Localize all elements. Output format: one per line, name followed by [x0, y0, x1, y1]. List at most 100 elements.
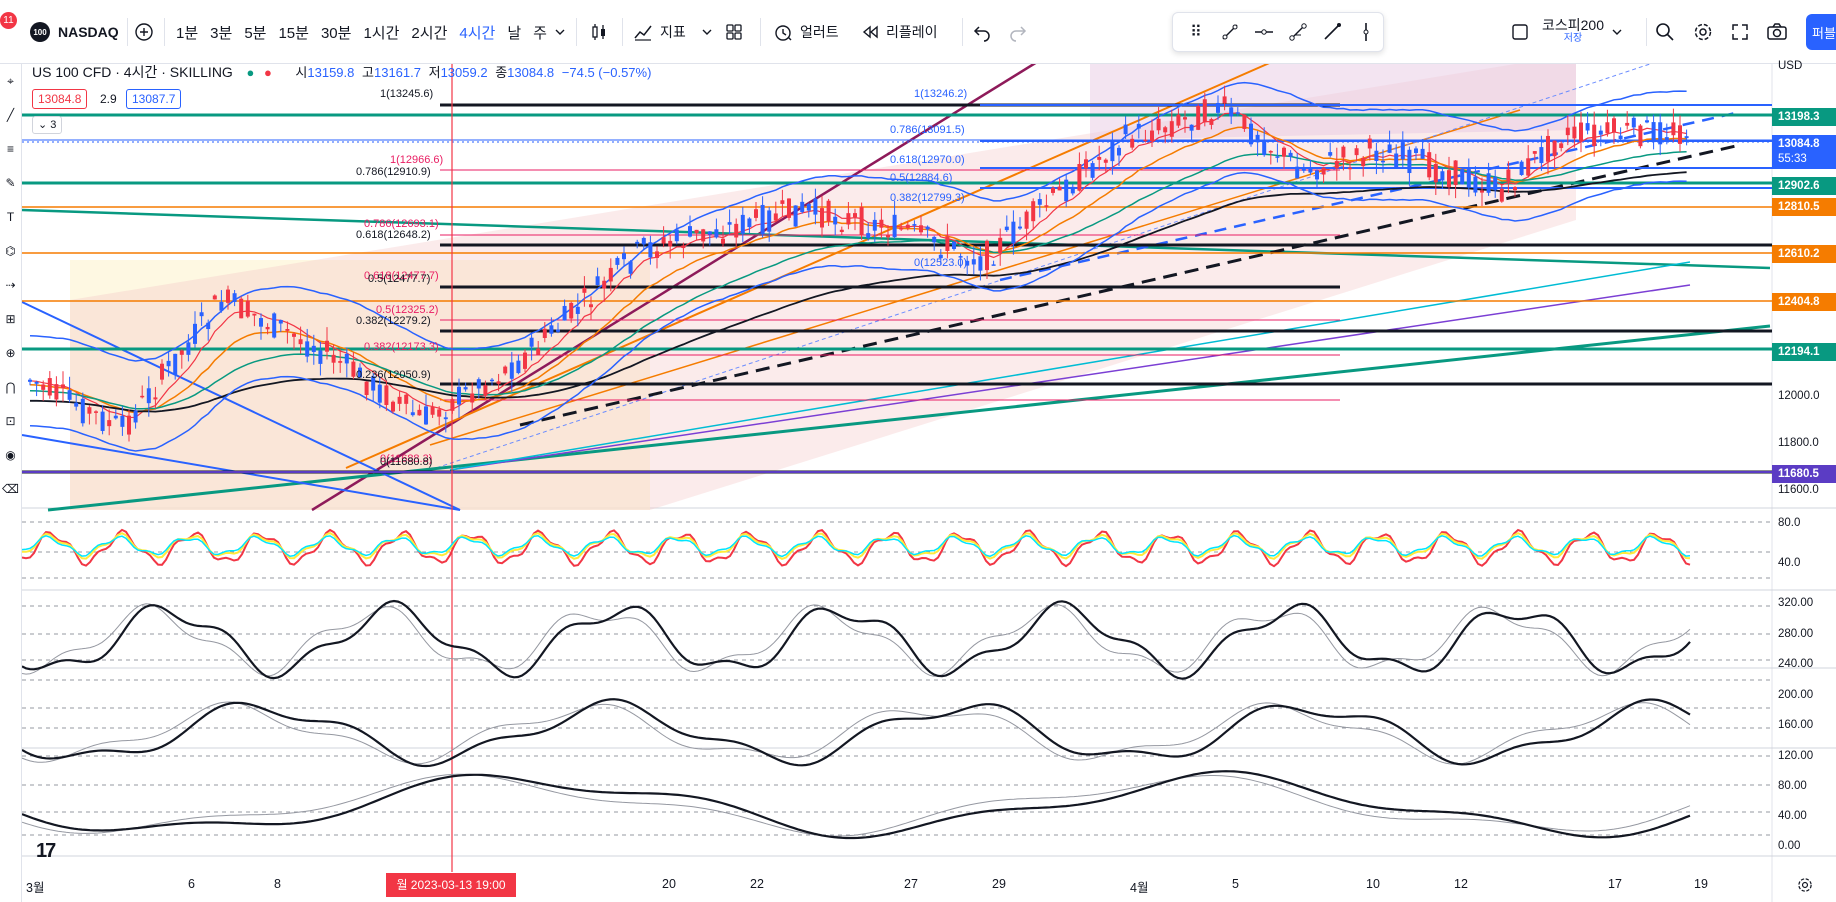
chevron-down-icon[interactable]	[553, 25, 567, 39]
candle-body	[1282, 147, 1286, 157]
candle-body	[1348, 167, 1352, 170]
candle-body	[476, 379, 481, 389]
fib-icon[interactable]: ≡	[6, 142, 14, 156]
horizontal-ray-icon[interactable]	[1247, 17, 1281, 47]
replay-button[interactable]: 리플레이	[860, 16, 938, 48]
timeframe-1m[interactable]: 1분	[176, 24, 199, 42]
low-value: 13059.2	[440, 65, 488, 80]
timeframe-1h[interactable]: 1시간	[363, 24, 400, 42]
forecast-icon[interactable]: ⇢	[5, 278, 16, 292]
price-tag: 12902.6	[1772, 177, 1836, 195]
publish-button[interactable]: 퍼블	[1806, 14, 1836, 50]
gear-icon	[1798, 878, 1812, 892]
candle-body	[470, 393, 475, 403]
candle-body	[1513, 187, 1517, 191]
notification-badge[interactable]: 11	[0, 12, 17, 29]
layout-menu-button[interactable]: 코스피200 저장	[1510, 16, 1624, 48]
candle-body	[1150, 130, 1154, 142]
cursor-icon[interactable]: ⌖	[7, 74, 14, 88]
line-tool-icon[interactable]	[1315, 17, 1349, 47]
undo-icon	[973, 26, 990, 42]
timeframe-day[interactable]: 날	[507, 24, 522, 42]
candle-body	[958, 256, 963, 258]
fib-level-label: 0.5(12884.6)	[890, 172, 953, 184]
text-icon[interactable]: T	[6, 210, 15, 224]
settings-button[interactable]	[1692, 16, 1714, 48]
chevron-down-icon[interactable]	[700, 25, 714, 39]
candle-body	[661, 237, 666, 244]
zoom-icon[interactable]: ⊕	[5, 346, 16, 360]
ask-price[interactable]: 13087.7	[126, 89, 182, 109]
timeframe-4h[interactable]: 4시간	[459, 24, 496, 42]
candle-body	[28, 379, 32, 382]
indicators-button[interactable]: 지표	[632, 16, 714, 48]
eye-icon[interactable]: ◉	[5, 448, 16, 462]
drag-handle-icon[interactable]: ⠿	[1190, 24, 1202, 41]
pane-axis-label: 120.00	[1778, 750, 1814, 762]
ruler-icon[interactable]: ⊞	[5, 312, 16, 326]
symbol-search-button[interactable]: 100 NASDAQ	[30, 16, 119, 48]
templates-button[interactable]	[724, 16, 744, 48]
candle-body	[846, 213, 851, 225]
candle-body	[338, 361, 343, 363]
undo-button[interactable]	[972, 16, 992, 48]
candle-body	[800, 201, 805, 213]
price-tag: 11680.5	[1772, 465, 1836, 483]
price-axis-label: 11800.0	[1778, 437, 1819, 449]
add-symbol-button[interactable]	[134, 16, 154, 48]
candle-body	[1407, 149, 1412, 174]
chevron-down-icon[interactable]	[1610, 25, 1624, 39]
bid-price[interactable]: 13084.8	[32, 89, 88, 109]
magnet-icon[interactable]: ⋂	[5, 380, 16, 394]
timeframe-30m[interactable]: 30분	[320, 24, 352, 42]
timeframe-3m[interactable]: 3분	[210, 24, 233, 42]
candle-body	[925, 226, 930, 230]
trend-line-icon[interactable]	[1213, 17, 1247, 47]
crosshair-date-label: 월 2023-03-13 19:00	[386, 873, 516, 897]
fib-level-label: 0.382(12279.2)	[356, 315, 431, 327]
timeframe-week[interactable]: 주	[533, 24, 547, 42]
search-button[interactable]	[1654, 16, 1676, 48]
timeframe-5m[interactable]: 5분	[244, 24, 267, 42]
trash-icon[interactable]: ⌫	[2, 482, 19, 496]
search-icon	[1656, 23, 1674, 41]
snapshot-button[interactable]	[1766, 16, 1788, 48]
chart-settings-button[interactable]	[1796, 876, 1814, 899]
candle-body	[780, 200, 785, 204]
candle-body	[358, 367, 362, 378]
tradingview-logo[interactable]: 17	[36, 840, 56, 862]
fib-level-label: 0.786(12693.1)	[364, 218, 439, 230]
fullscreen-button[interactable]	[1730, 16, 1750, 48]
price-tag-value: 12810.5	[1778, 201, 1820, 213]
candle-body	[655, 251, 659, 258]
symbol-title[interactable]: US 100 CFD · 4시간 · SKILLING	[32, 64, 233, 80]
candle-body	[1011, 221, 1016, 244]
redo-button[interactable]	[1008, 16, 1028, 48]
indicators-toggle[interactable]: ⌄ 3	[32, 116, 63, 134]
candle-body	[932, 236, 937, 243]
pane-axis-label: 40.0	[1778, 557, 1801, 569]
brush-icon[interactable]: ✎	[5, 176, 16, 190]
candle-body	[127, 415, 131, 435]
candle-body	[67, 390, 72, 400]
trend-line-icon[interactable]: ╱	[6, 108, 15, 122]
currency-label[interactable]: USD	[1778, 60, 1803, 72]
fib-tool-icon[interactable]	[1281, 17, 1315, 47]
candle-body	[259, 318, 263, 327]
lock-icon[interactable]: ⊡	[5, 414, 16, 428]
candle-body	[523, 352, 527, 369]
candle-body	[628, 261, 633, 274]
candle-body	[1262, 140, 1267, 156]
candle-body	[87, 407, 92, 414]
candle-body	[212, 295, 217, 300]
vertical-line-icon[interactable]	[1349, 17, 1383, 47]
chart-type-button[interactable]	[588, 16, 610, 48]
alert-button[interactable]: 얼러트	[772, 16, 839, 48]
timeframe-2h[interactable]: 2시간	[411, 24, 448, 42]
timeframe-15m[interactable]: 15분	[278, 24, 309, 42]
pattern-icon[interactable]: ⌬	[5, 244, 16, 258]
candle-body	[998, 237, 1003, 253]
price-tag-value: 12610.2	[1778, 248, 1820, 260]
